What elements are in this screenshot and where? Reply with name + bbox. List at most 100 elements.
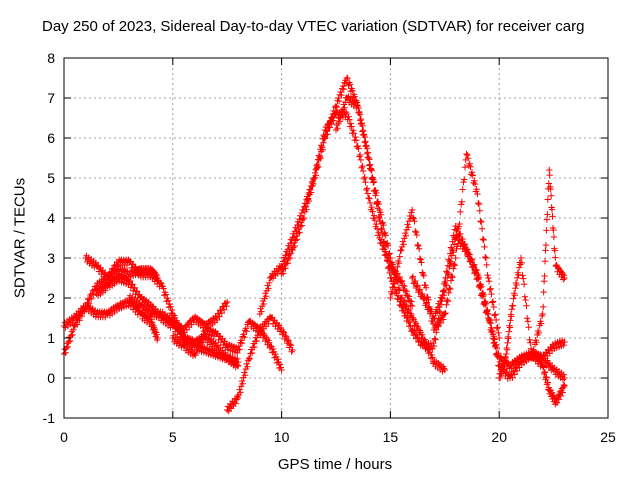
data-point-interp	[537, 320, 545, 327]
data-point-interp	[440, 365, 448, 372]
data-point-interp	[475, 199, 482, 207]
data-point-interp	[419, 290, 426, 298]
data-point-interp	[450, 233, 458, 241]
data-point-interp	[478, 283, 485, 290]
data-point-interp	[489, 298, 497, 305]
data-point-interp	[237, 389, 244, 396]
data-point-interp	[287, 342, 295, 349]
data-point-interp	[356, 153, 363, 160]
data-point-interp	[387, 260, 395, 268]
data-point-interp	[523, 315, 531, 322]
data-point-interp	[150, 324, 158, 331]
data-point-interp	[432, 336, 439, 343]
data-point-interp	[382, 232, 389, 239]
data-point-interp	[405, 296, 412, 304]
data-point-interp	[440, 316, 447, 323]
data-point-interp	[419, 331, 426, 338]
data-point-interp	[292, 237, 299, 244]
data-point-interp	[444, 262, 452, 269]
series-sat-10	[332, 93, 448, 375]
data-point-interp	[549, 213, 556, 220]
data-point-interp	[443, 268, 450, 275]
data-point-interp	[345, 113, 352, 120]
data-point-interp	[437, 301, 445, 308]
data-point-interp	[414, 241, 421, 249]
data-point-interp	[468, 169, 476, 176]
data-point-interp	[402, 312, 410, 320]
series-sat-15	[528, 348, 568, 408]
data-point-interp	[461, 176, 468, 183]
data-point-interp	[472, 266, 480, 273]
data-point-interp	[514, 274, 521, 282]
data-point-interp	[164, 297, 172, 304]
data-point-interp	[405, 306, 412, 313]
data-point-interp	[407, 322, 414, 330]
data-point-interp	[88, 295, 95, 303]
data-point-interp	[216, 313, 223, 320]
data-point-interp	[162, 291, 170, 298]
data-point-interp	[126, 277, 134, 285]
data-point-interp	[543, 227, 550, 234]
data-point-interp	[559, 270, 566, 278]
data-point-interp	[240, 331, 247, 338]
data-point-interp	[391, 274, 399, 281]
data-point-interp	[286, 341, 294, 348]
data-point-interp	[265, 339, 273, 346]
data-point-interp	[416, 255, 424, 262]
data-point-interp	[436, 309, 444, 316]
data-point-interp	[550, 226, 557, 234]
data-point-interp	[481, 243, 488, 251]
data-point-interp	[351, 93, 358, 100]
data-point-interp	[358, 164, 365, 171]
data-point-interp	[440, 287, 447, 295]
data-point-interp	[420, 272, 428, 279]
data-point-interp	[349, 87, 356, 94]
data-point-interp	[476, 207, 483, 214]
data-point-interp	[237, 337, 245, 344]
data-point-interp	[347, 87, 354, 95]
data-point-interp	[539, 303, 547, 311]
data-point-interp	[321, 135, 328, 142]
data-point-interp	[446, 257, 453, 265]
data-point-interp	[415, 338, 422, 346]
data-point-interp	[314, 163, 322, 171]
y-tick-label: 0	[47, 370, 55, 386]
data-point-interp	[248, 349, 256, 357]
data-point-interp	[482, 300, 490, 307]
data-point-interp	[435, 315, 442, 322]
data-point-interp	[236, 345, 243, 353]
data-point	[561, 382, 568, 390]
data-point-interp	[524, 318, 532, 325]
data-point-interp	[513, 281, 520, 289]
data-point-interp	[163, 297, 170, 305]
data-point-interp	[241, 334, 248, 341]
data-point-interp	[234, 362, 241, 369]
data-point-interp	[108, 265, 116, 272]
data-point-interp	[422, 300, 430, 307]
data-point-interp	[398, 277, 406, 285]
data-point-interp	[307, 189, 315, 196]
data-point-interp	[381, 243, 389, 251]
data-point-interp	[68, 328, 75, 335]
data-point-interp	[328, 117, 336, 124]
data-point-interp	[91, 286, 98, 293]
data-point-interp	[394, 263, 401, 271]
data-point-interp	[401, 229, 409, 237]
data-point	[365, 194, 372, 202]
data-point-interp	[303, 206, 310, 213]
data-point-interp	[199, 336, 206, 344]
data-point-interp	[279, 266, 286, 273]
data-point-interp	[241, 372, 249, 379]
data-point-interp	[414, 282, 421, 289]
data-point-interp	[557, 392, 564, 400]
data-point-interp	[274, 356, 281, 363]
data-point	[234, 362, 242, 370]
x-axis-label: GPS time / hours	[277, 456, 393, 473]
data-point-interp	[520, 275, 527, 282]
data-point	[517, 254, 525, 262]
data-point-interp	[384, 242, 392, 249]
data-point-interp	[544, 379, 552, 386]
data-point-interp	[459, 235, 466, 243]
data-point	[398, 246, 405, 254]
